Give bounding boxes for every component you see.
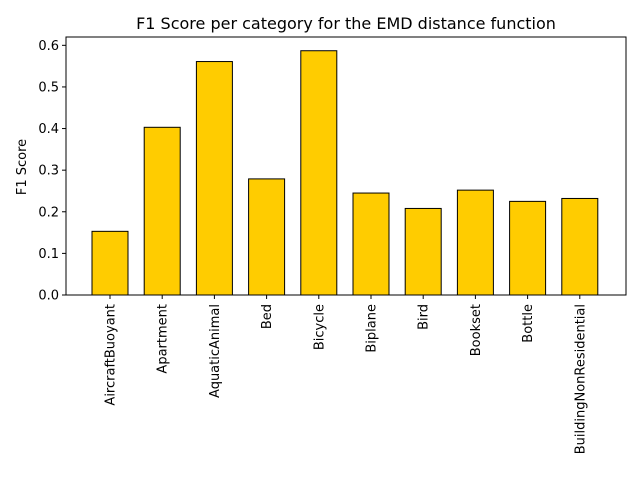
x-tick-label: AquaticAnimal <box>208 304 223 398</box>
bar-bicycle <box>300 50 338 296</box>
bar-buildingnonresidential <box>561 197 599 296</box>
plot-area-frame <box>65 36 627 296</box>
x-tick-label: AircraftBuoyant <box>104 304 119 406</box>
bar-bookset <box>456 189 494 296</box>
x-tick-label: Biplane <box>365 304 380 353</box>
bar-bird <box>404 207 442 296</box>
bar-bed <box>248 178 286 296</box>
x-tick-label: Bookset <box>469 304 484 356</box>
x-tick-label: Apartment <box>156 304 171 374</box>
x-tick-label: BuildingNonResidential <box>573 304 588 454</box>
y-tick-label: 0.0 <box>38 289 59 304</box>
y-axis-label: F1 Score <box>15 139 30 195</box>
y-tick-label: 0.1 <box>38 247 59 262</box>
y-tick-label: 0.4 <box>38 122 59 137</box>
y-axis-ticks: 0.0 0.1 0.2 0.3 0.4 0.5 0.6 <box>38 39 66 304</box>
x-axis-ticks: AircraftBuoyant Apartment AquaticAnimal Bed… <box>104 295 588 454</box>
bar-apartment <box>143 126 181 296</box>
chart-title: F1 Score per category for the EMD distan… <box>136 14 556 33</box>
y-tick-label: 0.3 <box>38 164 59 179</box>
x-tick-label: Bicycle <box>312 304 327 350</box>
bar-aquaticanimal <box>195 61 233 296</box>
y-tick-label: 0.2 <box>38 205 59 220</box>
x-tick-label: Bed <box>260 304 275 329</box>
bar-biplane <box>352 192 390 296</box>
bars-group <box>91 50 599 296</box>
y-tick-label: 0.6 <box>38 39 59 54</box>
bar-bottle <box>509 200 547 296</box>
bar-aircraftbuoyant <box>91 230 129 296</box>
x-tick-label: Bird <box>417 304 432 330</box>
x-tick-label: Bottle <box>521 304 536 343</box>
y-tick-label: 0.5 <box>38 80 59 95</box>
